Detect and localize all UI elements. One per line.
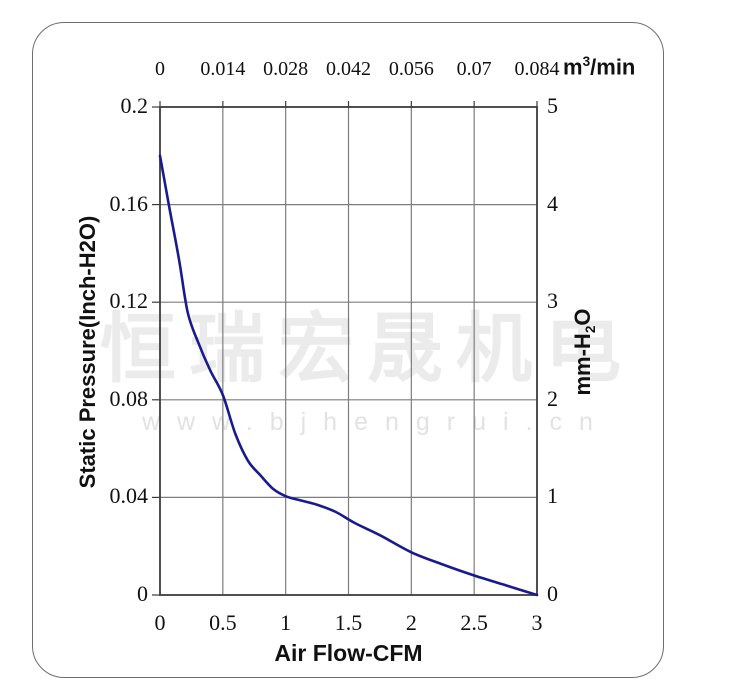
right-axis-tick-label: 1 — [547, 483, 558, 509]
top-axis-tick-label: 0.042 — [326, 58, 371, 80]
top-axis-title-sup: 3 — [582, 54, 591, 69]
top-axis-title-base: m — [563, 54, 583, 80]
x-axis-tick-label: 1 — [280, 610, 292, 635]
x-axis-tick-label: 0 — [154, 610, 166, 635]
top-axis-tick-label: 0 — [155, 58, 165, 80]
right-axis-tick-label: 0 — [547, 581, 558, 606]
top-axis-tick-label: 0.014 — [200, 58, 246, 80]
top-axis-title-rest: /min — [590, 54, 636, 80]
left-axis-tick-label: 0.2 — [120, 93, 149, 118]
right-axis-tick-label: 5 — [547, 93, 558, 118]
x-axis-tick-label: 2 — [405, 610, 417, 635]
left-axis-tick-label: 0.16 — [109, 190, 149, 216]
right-axis-tick-label: 2 — [547, 385, 558, 411]
right-axis-title: mm-H2O — [570, 308, 598, 395]
right-axis-tick-label: 3 — [547, 288, 558, 314]
right-axis-title-sub: 2 — [583, 325, 599, 334]
x-axis-title: Air Flow-CFM — [274, 640, 423, 666]
x-axis-tick-label: 3 — [531, 610, 543, 635]
top-axis-tick-label: 0.084 — [514, 58, 560, 80]
left-axis-tick-label: 0 — [137, 581, 148, 606]
top-axis-tick-label: 0.07 — [456, 58, 492, 80]
x-axis-tick-label: 0.5 — [209, 610, 237, 635]
right-axis-title-rest: O — [569, 308, 595, 326]
static-pressure-curve — [158, 154, 539, 597]
right-axis-title-base: mm-H — [569, 333, 595, 396]
top-axis-tick-label: 0.056 — [388, 58, 434, 80]
left-axis-tick-label: 0.12 — [109, 288, 149, 314]
left-axis-title: Static Pressure(Inch-H2O) — [75, 215, 100, 489]
watermark-chinese: 恒瑞宏晟机电 — [100, 307, 634, 392]
right-axis-tick-label: 4 — [547, 190, 558, 216]
x-axis-tick-label: 2.5 — [460, 610, 488, 635]
top-axis-tick-label: 0.028 — [263, 58, 309, 80]
watermark-url: www.bjhengrui.cn — [142, 408, 610, 436]
left-axis-tick-label: 0.08 — [109, 385, 149, 411]
x-axis-tick-label: 1.5 — [334, 610, 363, 635]
top-axis-title: m3/min — [563, 54, 635, 80]
left-axis-tick-label: 0.04 — [109, 483, 149, 509]
